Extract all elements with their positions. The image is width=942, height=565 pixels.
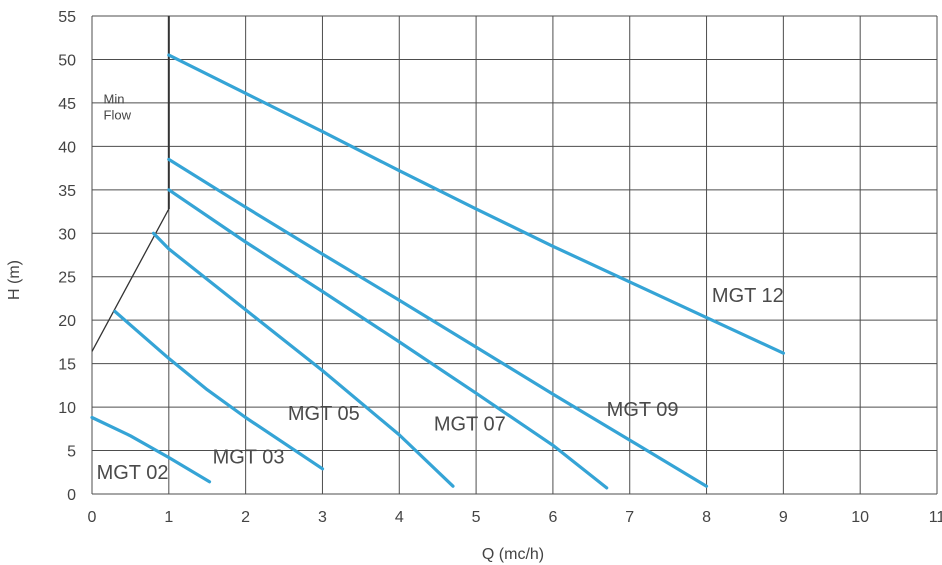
- y-tick-label: 5: [67, 444, 76, 461]
- x-tick-label: 8: [702, 509, 711, 526]
- x-tick-label: 2: [241, 509, 250, 526]
- y-tick-label: 15: [58, 357, 76, 374]
- min-flow-label-line1: Min: [104, 92, 125, 107]
- x-axis-ticks: 0 1 2 3 4 5 6 7 8 9 10 11: [88, 509, 942, 526]
- x-tick-label: 9: [779, 509, 788, 526]
- y-tick-label: 0: [67, 487, 76, 504]
- series-line-mgt-07: [167, 188, 609, 490]
- x-tick-label: 4: [395, 509, 404, 526]
- y-axis-label: H (m): [6, 260, 23, 300]
- x-tick-label: 10: [851, 509, 869, 526]
- y-tick-label: 35: [58, 183, 76, 200]
- x-tick-label: 6: [548, 509, 557, 526]
- x-tick-label: 3: [318, 509, 327, 526]
- y-tick-label: 40: [58, 139, 76, 156]
- series-label-mgt-12: MGT 12: [712, 285, 784, 307]
- y-tick-label: 25: [58, 270, 76, 287]
- x-axis-label: Q (mc/h): [482, 546, 544, 563]
- series-label-mgt-02: MGT 02: [97, 462, 169, 484]
- min-flow-boundary: [91, 16, 170, 352]
- series-line-mgt-09: [167, 157, 709, 488]
- series-label-mgt-05: MGT 05: [288, 403, 360, 425]
- series-label-mgt-09: MGT 09: [607, 399, 679, 421]
- chart-grid: [91, 15, 938, 495]
- series-line-mgt-03: [113, 309, 325, 471]
- min-flow-curve: [91, 208, 170, 352]
- y-tick-label: 10: [58, 400, 76, 417]
- y-tick-label: 55: [58, 9, 76, 26]
- x-tick-label: 7: [625, 509, 634, 526]
- series-line-mgt-12: [167, 53, 785, 355]
- y-tick-label: 20: [58, 313, 76, 330]
- series-label-mgt-03: MGT 03: [213, 447, 285, 469]
- min-flow-label-line2: Flow: [104, 108, 132, 123]
- y-tick-label: 30: [58, 226, 76, 243]
- x-tick-label: 1: [164, 509, 173, 526]
- y-axis-ticks: 0 5 10 15 20 25 30 35 40 45 50 55: [58, 9, 76, 504]
- x-tick-label: 0: [88, 509, 97, 526]
- y-tick-label: 50: [58, 52, 76, 69]
- pump-curves: [90, 53, 785, 490]
- series-line-mgt-05: [151, 231, 455, 488]
- series-line-mgt-02: [90, 415, 212, 484]
- x-tick-label: 5: [472, 509, 481, 526]
- series-label-mgt-07: MGT 07: [434, 414, 506, 436]
- x-tick-label: 11: [929, 509, 942, 526]
- y-tick-label: 45: [58, 96, 76, 113]
